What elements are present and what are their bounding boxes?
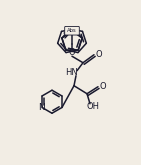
Text: O: O [99, 82, 106, 91]
Text: N: N [38, 103, 44, 112]
Text: Abs: Abs [67, 28, 77, 33]
Text: HN: HN [66, 68, 78, 77]
FancyBboxPatch shape [65, 26, 79, 35]
Text: OH: OH [86, 102, 100, 111]
Text: O: O [69, 48, 75, 57]
Text: O: O [95, 50, 102, 59]
